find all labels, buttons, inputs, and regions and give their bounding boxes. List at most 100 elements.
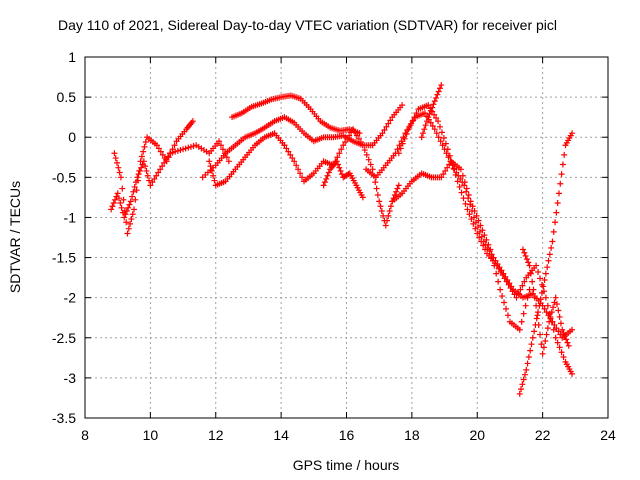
data-point <box>543 309 550 316</box>
data-point <box>561 333 568 340</box>
data-point <box>457 166 464 173</box>
data-point <box>516 326 523 333</box>
data-point <box>472 225 479 232</box>
y-tick-label: -0.5 <box>52 169 76 185</box>
data-point <box>425 102 432 109</box>
tick-labels: 8 10 12 14 16 18 20 22 24-3.5-3-2.5-2-1.5-1-0.50… <box>52 49 616 443</box>
data-point <box>369 166 376 173</box>
y-tick-label: -3 <box>64 370 77 386</box>
data-point <box>210 172 217 179</box>
data-point <box>112 155 119 162</box>
data-point <box>423 118 430 125</box>
data-point <box>165 154 172 161</box>
data-point <box>478 238 485 245</box>
data-point <box>180 146 187 153</box>
data-point <box>527 270 534 277</box>
data-point <box>468 216 475 223</box>
data-point <box>497 286 504 293</box>
x-tick-label: 22 <box>535 427 551 443</box>
data-point <box>541 305 548 312</box>
data-point <box>461 179 468 186</box>
data-point <box>157 166 164 173</box>
data-point <box>487 246 494 253</box>
data-point <box>401 135 408 142</box>
data-point <box>108 206 115 213</box>
data-point <box>527 347 534 354</box>
data-point <box>542 337 549 344</box>
data-point <box>507 285 514 292</box>
data-point <box>491 262 498 269</box>
data-point <box>526 262 533 269</box>
data-point <box>499 272 506 279</box>
data-point <box>489 254 496 261</box>
data-point <box>521 278 528 285</box>
x-tick-label: 12 <box>208 427 224 443</box>
data-point <box>324 172 331 179</box>
data-point <box>463 185 470 192</box>
data-point <box>361 147 368 154</box>
data-point <box>291 158 298 165</box>
data-point <box>550 304 557 311</box>
data-point <box>207 163 214 170</box>
data-point <box>544 264 551 271</box>
y-tick-label: -1.5 <box>52 250 76 266</box>
data-point <box>153 142 160 149</box>
data-point <box>538 341 545 348</box>
data-point <box>466 211 473 218</box>
data-point <box>114 190 121 197</box>
data-point <box>559 161 566 168</box>
data-point <box>524 360 531 367</box>
data-point <box>462 200 469 207</box>
data-point <box>540 283 547 290</box>
data-point <box>433 114 440 121</box>
data-point <box>503 305 510 312</box>
data-point <box>129 193 136 200</box>
data-point <box>520 376 527 383</box>
data-point <box>177 147 184 154</box>
data-point <box>497 268 504 275</box>
data-point <box>431 98 438 105</box>
data-point <box>373 185 380 192</box>
data-point <box>430 101 437 108</box>
data-point <box>463 188 470 195</box>
data-point <box>122 211 129 218</box>
data-point <box>528 341 535 348</box>
data-point <box>334 154 341 161</box>
data-point <box>464 206 471 213</box>
data-point <box>144 172 151 179</box>
data-point <box>550 228 557 235</box>
data-point <box>121 214 128 221</box>
data-point <box>374 191 381 198</box>
data-point <box>285 148 292 155</box>
data-point <box>519 282 526 289</box>
data-point <box>443 150 450 157</box>
data-point <box>524 294 531 301</box>
series-satellite-track-4 <box>199 102 406 181</box>
data-point <box>281 142 288 149</box>
data-point <box>142 163 149 170</box>
data-point <box>419 130 426 137</box>
data-point <box>132 196 139 203</box>
data-point <box>474 230 481 237</box>
data-point <box>461 182 468 189</box>
data-point <box>519 381 526 388</box>
data-point <box>533 315 540 322</box>
y-tick-label: 0 <box>68 129 76 145</box>
data-point <box>529 334 536 341</box>
x-tick-label: 10 <box>143 427 159 443</box>
data-point <box>367 161 374 168</box>
data-point <box>397 145 404 152</box>
series-satellite-track-3 <box>229 92 363 137</box>
data-point <box>410 117 417 124</box>
series-satellite-track-9 <box>395 102 576 377</box>
data-point <box>431 111 438 118</box>
data-point <box>418 134 425 141</box>
data-point <box>159 151 166 158</box>
data-point <box>143 167 150 174</box>
data-point <box>163 158 170 165</box>
data-point <box>404 127 411 134</box>
data-point <box>421 126 428 133</box>
data-point <box>538 289 545 296</box>
data-point <box>451 166 458 173</box>
data-point <box>495 265 502 272</box>
